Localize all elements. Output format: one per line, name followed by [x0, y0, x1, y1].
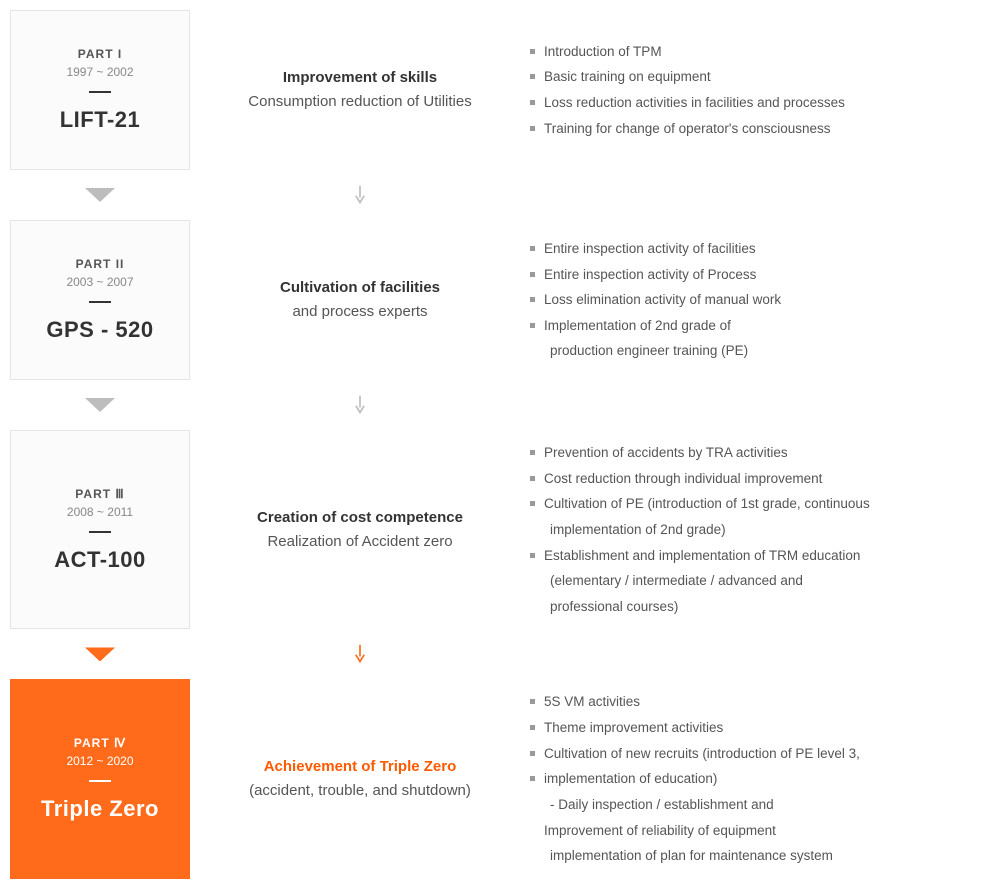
- timeline-row: PART II 2003 ~ 2007 GPS - 520 Cultivation o…: [10, 220, 993, 380]
- detail-bullet: Theme improvement activities: [530, 715, 993, 741]
- connector-row: [10, 380, 993, 430]
- summary-subtitle: Consumption reduction of Utilities: [248, 90, 471, 114]
- part-years: 1997 ~ 2002: [66, 65, 133, 79]
- detail-bullet: 5S VM activities: [530, 689, 993, 715]
- part-label: PART II: [76, 257, 125, 271]
- detail-subline: production engineer training (PE): [530, 338, 993, 364]
- timeline-row: PART Ⅲ 2008 ~ 2011 ACT-100 Creation of cost…: [10, 430, 993, 629]
- divider: [89, 531, 111, 533]
- connector-arrow-icon: [355, 644, 365, 664]
- connector-left: [10, 647, 190, 661]
- part-card: PART Ⅲ 2008 ~ 2011 ACT-100: [10, 430, 190, 629]
- part-name: GPS - 520: [46, 317, 153, 343]
- detail-bullet: Introduction of TPM: [530, 39, 993, 65]
- detail-subline: - Daily inspection / establishment and: [530, 792, 993, 818]
- part-card: PART II 2003 ~ 2007 GPS - 520: [10, 220, 190, 380]
- connector-left: [10, 188, 190, 202]
- part-name: LIFT-21: [60, 107, 141, 133]
- detail-bullet: Basic training on equipment: [530, 64, 993, 90]
- divider: [89, 301, 111, 303]
- part-years: 2008 ~ 2011: [67, 505, 133, 519]
- part-name: ACT-100: [54, 547, 146, 573]
- part-card: PART I 1997 ~ 2002 LIFT-21: [10, 10, 190, 170]
- chevron-down-icon: [85, 398, 115, 412]
- summary-title: Improvement of skills: [283, 66, 437, 90]
- part-summary: Improvement of skillsConsumption reducti…: [190, 10, 530, 170]
- detail-bullet: Cost reduction through individual improv…: [530, 466, 993, 492]
- part-details: Prevention of accidents by TRA activitie…: [530, 430, 993, 629]
- detail-bullet: implementation of education): [530, 766, 993, 792]
- detail-subline: (elementary / intermediate / advanced an…: [530, 568, 993, 594]
- part-label: PART Ⅳ: [74, 736, 126, 750]
- summary-title: Achievement of Triple Zero: [264, 755, 457, 779]
- part-years: 2012 ~ 2020: [66, 754, 133, 768]
- chevron-down-icon: [85, 647, 115, 661]
- summary-subtitle: (accident, trouble, and shutdown): [249, 779, 471, 803]
- part-details: Entire inspection activity of facilities…: [530, 220, 993, 380]
- part-details: Introduction of TPMBasic training on equ…: [530, 10, 993, 170]
- detail-subline: implementation of plan for maintenance s…: [530, 843, 993, 869]
- detail-bullet: Entire inspection activity of facilities: [530, 236, 993, 262]
- chevron-down-icon: [85, 188, 115, 202]
- detail-subline: professional courses): [530, 594, 993, 620]
- part-summary: Achievement of Triple Zero(accident, tro…: [190, 679, 530, 878]
- detail-bullet: Entire inspection activity of Process: [530, 262, 993, 288]
- timeline-container: PART I 1997 ~ 2002 LIFT-21 Improvement of s…: [10, 10, 993, 879]
- summary-title: Creation of cost competence: [257, 506, 463, 530]
- detail-bullet: Loss reduction activities in facilities …: [530, 90, 993, 116]
- part-summary: Creation of cost competenceRealization o…: [190, 430, 530, 629]
- part-label: PART Ⅲ: [75, 487, 124, 501]
- timeline-row: PART I 1997 ~ 2002 LIFT-21 Improvement of s…: [10, 10, 993, 170]
- part-name: Triple Zero: [41, 796, 159, 822]
- part-summary: Cultivation of facilitiesand process exp…: [190, 220, 530, 380]
- divider: [89, 91, 111, 93]
- detail-bullet: Cultivation of PE (introduction of 1st g…: [530, 491, 993, 517]
- timeline-row: PART Ⅳ 2012 ~ 2020 Triple Zero Achievement …: [10, 679, 993, 878]
- part-card: PART Ⅳ 2012 ~ 2020 Triple Zero: [10, 679, 190, 878]
- detail-bullet: Loss elimination activity of manual work: [530, 287, 993, 313]
- summary-title: Cultivation of facilities: [280, 276, 440, 300]
- connector-mid: [190, 395, 530, 415]
- connector-arrow-icon: [355, 185, 365, 205]
- divider: [89, 780, 111, 782]
- detail-subline: implementation of 2nd grade): [530, 517, 993, 543]
- part-details: 5S VM activitiesTheme improvement activi…: [530, 679, 993, 878]
- connector-row: [10, 170, 993, 220]
- connector-row: [10, 629, 993, 679]
- part-years: 2003 ~ 2007: [66, 275, 133, 289]
- detail-bullet: Cultivation of new recruits (introductio…: [530, 741, 993, 767]
- connector-left: [10, 398, 190, 412]
- summary-subtitle: Realization of Accident zero: [267, 530, 452, 554]
- connector-mid: [190, 644, 530, 664]
- connector-arrow-icon: [355, 395, 365, 415]
- connector-mid: [190, 185, 530, 205]
- detail-bullet: Training for change of operator's consci…: [530, 116, 993, 142]
- detail-bullet: Prevention of accidents by TRA activitie…: [530, 440, 993, 466]
- detail-bullet: Establishment and implementation of TRM …: [530, 543, 993, 569]
- detail-plainline: Improvement of reliability of equipment: [530, 818, 993, 844]
- summary-subtitle: and process experts: [292, 300, 427, 324]
- part-label: PART I: [78, 47, 122, 61]
- detail-bullet: Implementation of 2nd grade of: [530, 313, 993, 339]
